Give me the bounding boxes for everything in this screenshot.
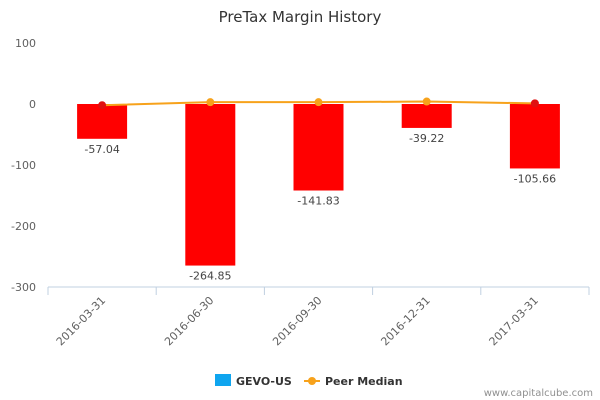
legend-item-peer-median[interactable]: Peer Median <box>304 375 403 388</box>
bar-2016-09-30[interactable] <box>293 104 344 191</box>
peer-median-point[interactable] <box>206 98 215 107</box>
bar-series <box>77 104 560 266</box>
legend-swatch-peer-marker <box>308 377 316 385</box>
bar-2016-12-31[interactable] <box>401 104 452 128</box>
legend-item-gevo[interactable]: GEVO-US <box>215 374 292 388</box>
y-tick-label: -100 <box>11 159 36 172</box>
bar-value-label: -57.04 <box>84 143 119 156</box>
legend[interactable]: GEVO-US Peer Median <box>215 374 403 388</box>
legend-label-gevo: GEVO-US <box>236 375 292 388</box>
peer-median-point[interactable] <box>314 98 323 107</box>
x-tick-label: 2017-03-31 <box>487 294 541 348</box>
legend-swatch-gevo <box>215 374 231 386</box>
x-tick-label: 2016-09-30 <box>270 294 324 348</box>
y-tick-label: 0 <box>29 98 36 111</box>
bar-2016-06-30[interactable] <box>185 104 236 266</box>
chart-title: PreTax Margin History <box>219 8 382 26</box>
legend-label-peer-median: Peer Median <box>325 375 403 388</box>
bar-value-label: -105.66 <box>514 172 556 185</box>
x-tick-label: 2016-12-31 <box>378 294 432 348</box>
x-tick-label: 2016-03-31 <box>54 294 108 348</box>
bar-value-label: -39.22 <box>409 132 444 145</box>
peer-median-point[interactable] <box>530 99 539 108</box>
y-axis: 100 0 -100 -200 -300 <box>11 37 36 294</box>
y-tick-label: 100 <box>15 37 36 50</box>
y-tick-label: -200 <box>11 220 36 233</box>
x-tick-label: 2016-06-30 <box>162 294 216 348</box>
credit-text: www.capitalcube.com <box>484 388 593 399</box>
bar-2016-03-31[interactable] <box>77 104 128 139</box>
peer-median-series <box>98 97 539 110</box>
peer-median-point[interactable] <box>98 101 107 110</box>
bar-value-labels: -57.04 -264.85 -141.83 -39.22 -105.66 <box>84 132 556 283</box>
bar-2017-03-31[interactable] <box>509 104 560 169</box>
bar-value-label: -141.83 <box>297 195 339 208</box>
x-axis: 2016-03-31 2016-06-30 2016-09-30 2016-12-31… <box>47 287 590 348</box>
peer-median-point[interactable] <box>422 97 431 106</box>
bar-value-label: -264.85 <box>189 270 231 283</box>
y-tick-label: -300 <box>11 281 36 294</box>
